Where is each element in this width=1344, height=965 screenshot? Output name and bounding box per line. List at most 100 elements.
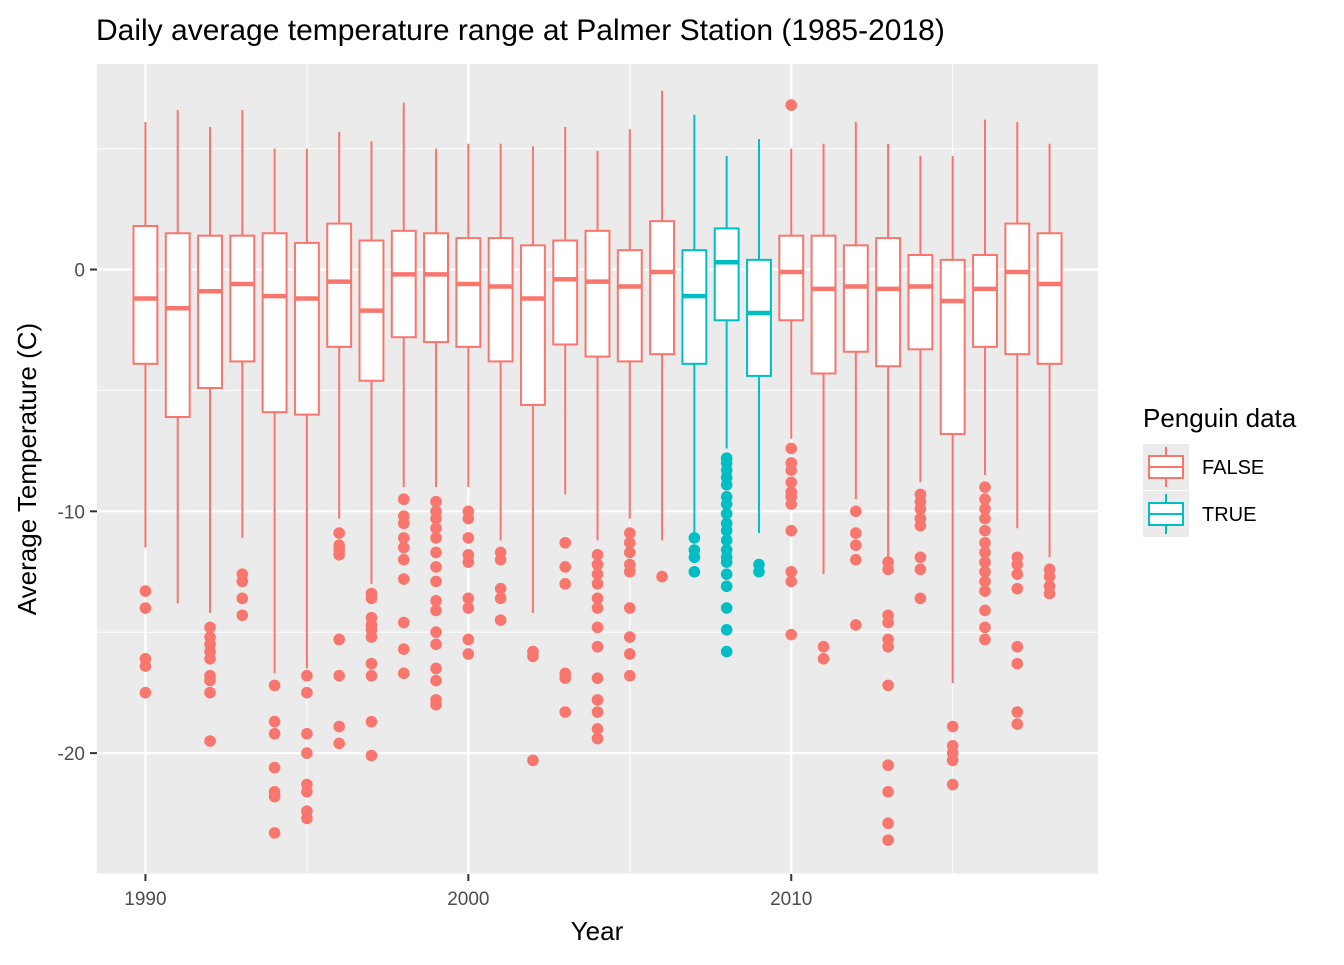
outlier-point — [430, 638, 442, 651]
y-tick-label: -20 — [58, 744, 85, 765]
box-body — [1004, 222, 1031, 356]
outlier-point — [397, 553, 410, 566]
outlier-point — [333, 527, 345, 539]
outlier-point — [204, 621, 216, 634]
outlier-point — [559, 561, 572, 573]
outlier-point — [591, 592, 604, 605]
outlier-point — [623, 602, 636, 614]
box-body — [875, 237, 902, 368]
outlier-point — [979, 585, 991, 597]
outlier-point — [397, 643, 410, 655]
box-2017 — [1004, 122, 1031, 730]
outlier-point — [139, 686, 152, 699]
outlier-point — [301, 785, 313, 798]
outlier-point — [397, 573, 410, 585]
box-2010 — [778, 99, 805, 641]
outlier-point — [397, 541, 410, 554]
box-body — [616, 249, 643, 363]
outlier-point — [268, 790, 281, 803]
outlier-point — [946, 720, 959, 733]
box-body — [972, 254, 998, 348]
box-body — [907, 254, 934, 351]
box-2015 — [939, 155, 966, 791]
outlier-point — [623, 669, 636, 682]
outlier-point — [333, 720, 345, 733]
outlier-point — [720, 623, 733, 636]
outlier-point — [882, 817, 894, 830]
box-body — [487, 237, 514, 363]
box-body — [326, 222, 353, 348]
outlier-point — [720, 568, 733, 580]
outlier-point — [785, 99, 798, 111]
outlier-point — [623, 631, 636, 643]
outlier-point — [946, 754, 959, 767]
outlier-point — [268, 827, 281, 839]
box-2006 — [649, 90, 676, 583]
outlier-point — [979, 503, 991, 515]
outlier-point — [430, 575, 442, 588]
outlier-point — [979, 481, 991, 493]
outlier-point — [979, 633, 991, 646]
outlier-point — [462, 592, 475, 605]
box-body — [390, 229, 417, 339]
outlier-point — [365, 592, 378, 605]
outlier-point — [882, 834, 894, 846]
outlier-point — [333, 669, 345, 682]
legend-label: FALSE — [1202, 457, 1264, 479]
box-body — [939, 258, 966, 435]
outlier-point — [623, 546, 636, 559]
outlier-point — [462, 602, 475, 614]
outlier-point — [1011, 718, 1024, 730]
outlier-point — [882, 785, 894, 798]
outlier-point — [720, 556, 733, 568]
outlier-point — [365, 657, 378, 670]
outlier-point — [720, 580, 733, 593]
outlier-point — [139, 660, 152, 672]
outlier-point — [850, 505, 862, 518]
box-2001 — [487, 143, 514, 626]
outlier-point — [753, 565, 765, 578]
outlier-point — [591, 723, 604, 735]
outlier-point — [1011, 657, 1024, 670]
outlier-point — [850, 527, 862, 539]
box-2008 — [713, 155, 740, 658]
x-tick-label: 2010 — [770, 889, 812, 910]
x-tick-label: 2000 — [447, 889, 489, 910]
outlier-point — [268, 715, 281, 728]
outlier-point — [430, 594, 442, 607]
outlier-point — [397, 517, 410, 530]
outlier-point — [333, 737, 345, 750]
outlier-point — [591, 732, 604, 745]
outlier-point — [785, 498, 798, 510]
outlier-point — [268, 679, 281, 692]
box-body — [681, 249, 708, 365]
chart-title: Daily average temperature range at Palme… — [96, 14, 945, 47]
outlier-point — [623, 648, 636, 660]
outlier-point — [1043, 570, 1056, 583]
outlier-point — [494, 582, 507, 595]
outlier-point — [979, 621, 991, 634]
outlier-point — [817, 640, 830, 653]
outlier-point — [785, 575, 798, 588]
outlier-point — [430, 512, 442, 525]
outlier-point — [430, 604, 442, 617]
box-body — [778, 234, 805, 322]
outlier-point — [882, 759, 894, 771]
outlier-point — [462, 556, 475, 568]
box-1997 — [358, 141, 385, 762]
outlier-point — [236, 575, 249, 588]
outlier-point — [139, 585, 152, 597]
box-body — [1036, 232, 1063, 365]
outlier-point — [462, 648, 475, 660]
outlier-point — [430, 495, 442, 508]
outlier-point — [430, 522, 442, 535]
outlier-point — [979, 512, 991, 525]
outlier-point — [720, 507, 733, 520]
outlier-point — [591, 549, 604, 561]
outlier-point — [720, 602, 733, 614]
outlier-point — [462, 532, 475, 544]
box-2002 — [519, 146, 546, 767]
outlier-point — [979, 546, 991, 559]
outlier-point — [591, 568, 604, 580]
outlier-point — [591, 558, 604, 571]
